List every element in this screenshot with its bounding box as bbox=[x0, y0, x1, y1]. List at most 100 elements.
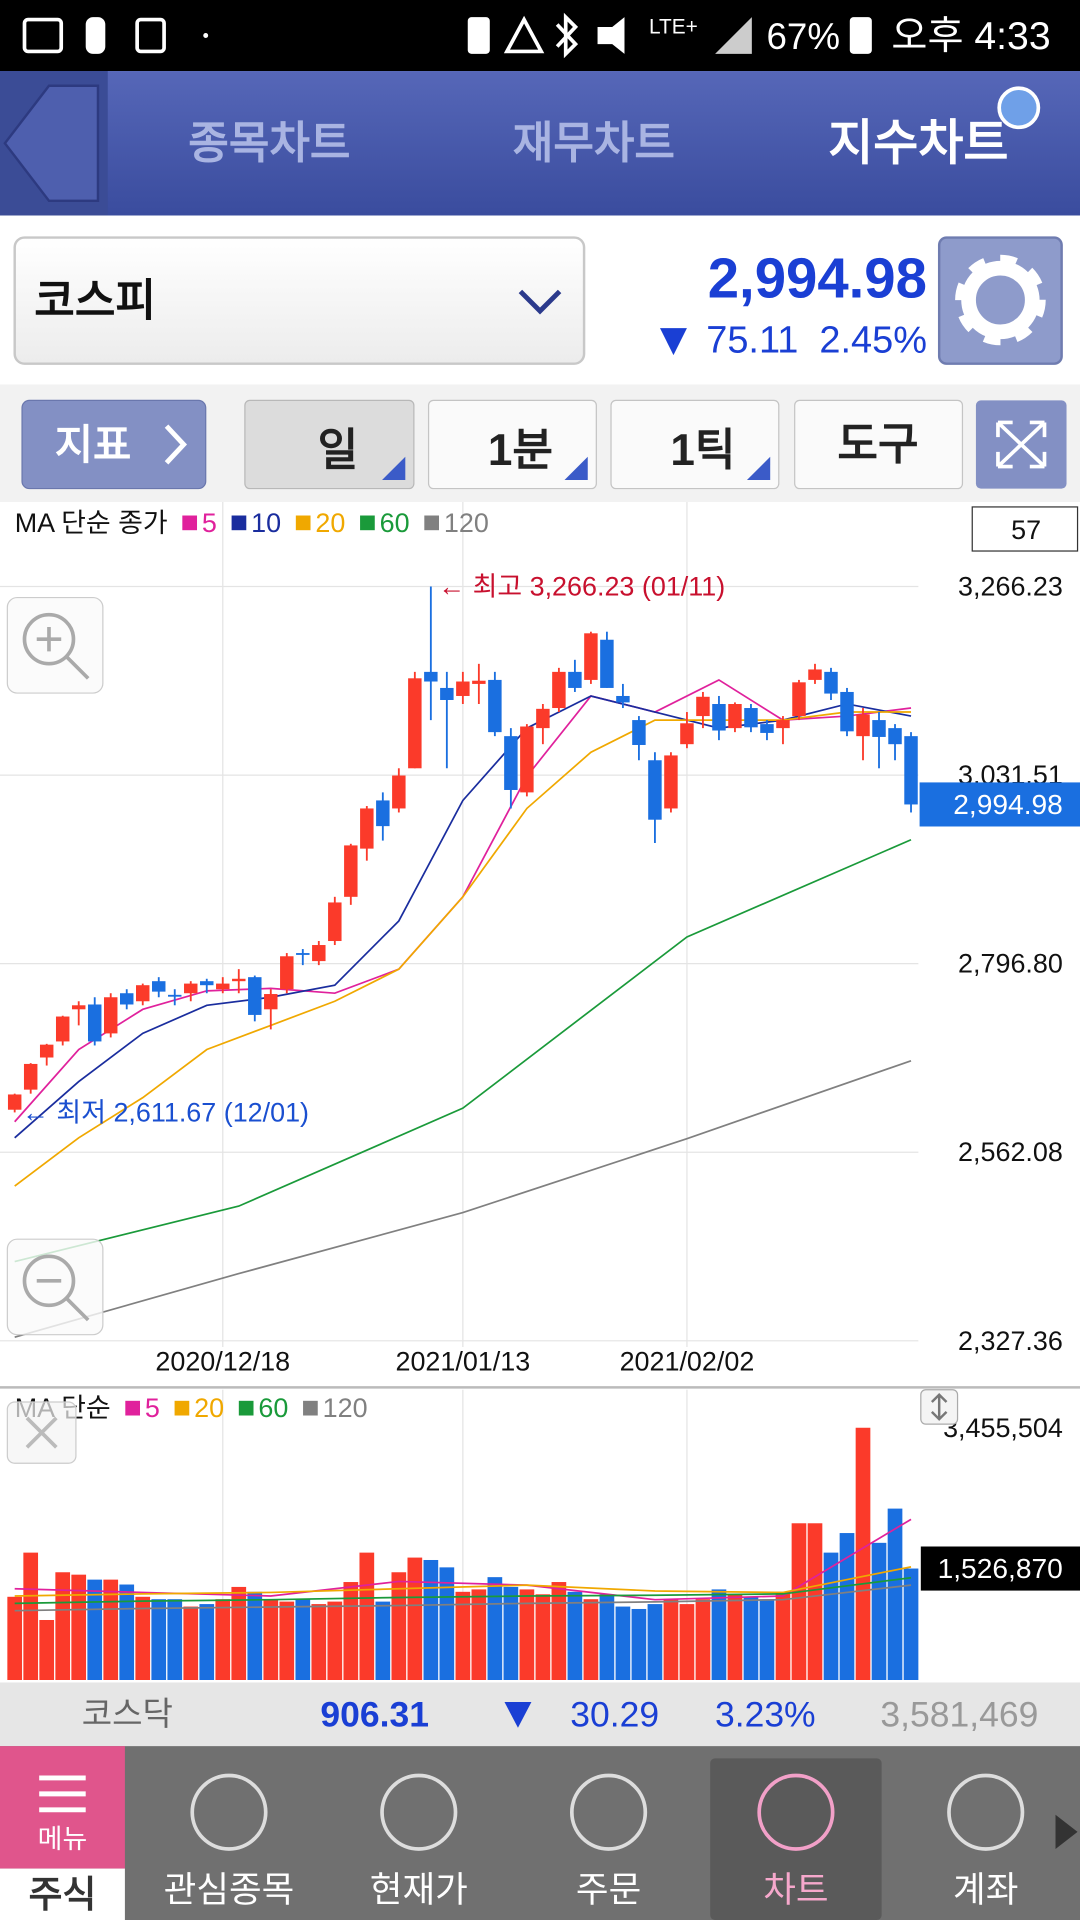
candle-body bbox=[712, 704, 726, 731]
battery-label: 67% bbox=[767, 16, 841, 57]
indicator-button[interactable] bbox=[21, 399, 207, 490]
volume-bar bbox=[903, 1568, 919, 1680]
candle-body bbox=[472, 680, 486, 684]
x-tick-label: 2021/02/02 bbox=[620, 1347, 755, 1377]
candle-body bbox=[376, 800, 390, 827]
status-icon bbox=[85, 17, 106, 54]
chevron bbox=[164, 424, 188, 465]
button-label: 일 bbox=[318, 426, 359, 475]
candle-body bbox=[280, 956, 294, 990]
minute-button[interactable] bbox=[427, 399, 597, 490]
candle-body bbox=[824, 671, 838, 694]
candle-body bbox=[360, 808, 374, 849]
nav-label[interactable]: 계좌 bbox=[953, 1869, 1018, 1909]
plots: 2020/12/18 2021/01/13 2021/02/02 2,327.36 2,… bbox=[0, 502, 1080, 1680]
tab[interactable]: 재무차트 bbox=[513, 119, 675, 168]
mute-icon bbox=[597, 17, 625, 54]
candle-body bbox=[248, 977, 262, 1015]
legend-label: 120 bbox=[444, 508, 489, 538]
zoom-in-button[interactable] bbox=[6, 596, 104, 694]
zoom-out-button[interactable] bbox=[6, 1238, 104, 1336]
legend-swatch bbox=[238, 1400, 254, 1416]
candle-body bbox=[424, 671, 438, 682]
chart-area bbox=[0, 502, 1080, 1683]
y-tick-label: 2,327.36 bbox=[958, 1326, 1063, 1356]
volume-bar bbox=[343, 1582, 359, 1680]
volume-bar bbox=[279, 1601, 295, 1680]
volume-bar bbox=[151, 1599, 167, 1680]
tab[interactable]: 종목차트 bbox=[188, 119, 350, 168]
legend-swatch bbox=[125, 1400, 141, 1416]
legend-swatch bbox=[424, 515, 440, 531]
button-label: 지표 bbox=[55, 421, 132, 468]
nav-icon bbox=[380, 1773, 458, 1851]
legend-label: 120 bbox=[323, 1393, 368, 1423]
down-triangle bbox=[504, 1702, 532, 1728]
nav-label[interactable]: 차트 bbox=[763, 1869, 828, 1909]
nav-icon bbox=[190, 1773, 268, 1851]
status-icon bbox=[503, 15, 545, 54]
volume-bar bbox=[711, 1589, 727, 1680]
candle-body bbox=[632, 720, 646, 745]
current-volume-label: 1,526,870 bbox=[938, 1553, 1063, 1584]
candle-body bbox=[456, 681, 470, 696]
candle-body bbox=[55, 1016, 70, 1042]
tools-button[interactable] bbox=[794, 399, 964, 490]
ma-line bbox=[14, 1059, 912, 1338]
candle-body bbox=[648, 760, 662, 820]
candle-body bbox=[392, 775, 406, 809]
period-button[interactable] bbox=[244, 399, 415, 490]
nav-more[interactable] bbox=[1055, 1814, 1078, 1849]
nav-label[interactable]: 관심종목 bbox=[164, 1869, 295, 1909]
status-icon bbox=[22, 17, 64, 54]
candle-body bbox=[408, 678, 422, 769]
y-tick-label: 2,562.08 bbox=[958, 1137, 1063, 1167]
candle-body bbox=[584, 633, 598, 680]
nav-active-bg bbox=[710, 1758, 882, 1920]
volume-bar bbox=[887, 1508, 903, 1680]
candle-body bbox=[568, 671, 582, 688]
resize-icon bbox=[930, 1392, 948, 1421]
candle-body bbox=[7, 1094, 22, 1110]
candle-body bbox=[808, 669, 822, 680]
candle-body bbox=[312, 945, 326, 962]
volume-bar bbox=[743, 1596, 759, 1680]
index-dropdown[interactable] bbox=[13, 236, 586, 365]
candle-body bbox=[440, 687, 454, 700]
stock-label: 주식 bbox=[29, 1874, 97, 1915]
candle-body bbox=[200, 981, 214, 986]
tab-active[interactable]: 지수차트 bbox=[828, 116, 1008, 170]
volume-bar bbox=[167, 1599, 183, 1680]
legend-label: 5 bbox=[202, 508, 217, 538]
refresh-icon[interactable] bbox=[997, 86, 1041, 130]
nav-bar bbox=[0, 1746, 1080, 1920]
expand-icon bbox=[996, 420, 1047, 469]
legend-label: 60 bbox=[258, 1393, 288, 1423]
stock-tab[interactable] bbox=[0, 1868, 125, 1920]
ticker-name: 코스닥 bbox=[82, 1696, 173, 1733]
legend-swatch bbox=[182, 515, 198, 531]
volume-bar bbox=[359, 1552, 375, 1680]
legend-label: 20 bbox=[315, 508, 345, 538]
legend-label: 5 bbox=[145, 1393, 160, 1423]
status-icon bbox=[135, 17, 166, 54]
volume-bar bbox=[7, 1596, 23, 1680]
volume-bar bbox=[551, 1582, 567, 1680]
menu-label: 메뉴 bbox=[38, 1824, 88, 1854]
candle-body bbox=[616, 695, 630, 703]
nav-label[interactable]: 현재가 bbox=[370, 1869, 468, 1909]
y-tick-label: 3,455,504 bbox=[943, 1413, 1063, 1443]
candle-body bbox=[87, 1004, 102, 1042]
volume-bar bbox=[215, 1599, 231, 1680]
volume-bar bbox=[759, 1599, 775, 1680]
ma-line bbox=[14, 1584, 912, 1612]
candle-body bbox=[536, 708, 550, 729]
candle-body bbox=[904, 736, 918, 805]
annotation: ← 최저 2,611.67 (12/01) bbox=[22, 1097, 309, 1127]
legend-label: 60 bbox=[380, 508, 410, 538]
volume-bar bbox=[23, 1552, 39, 1680]
nav-label[interactable]: 주문 bbox=[576, 1869, 641, 1909]
back-button[interactable] bbox=[3, 84, 100, 203]
tick-button[interactable] bbox=[610, 399, 780, 490]
